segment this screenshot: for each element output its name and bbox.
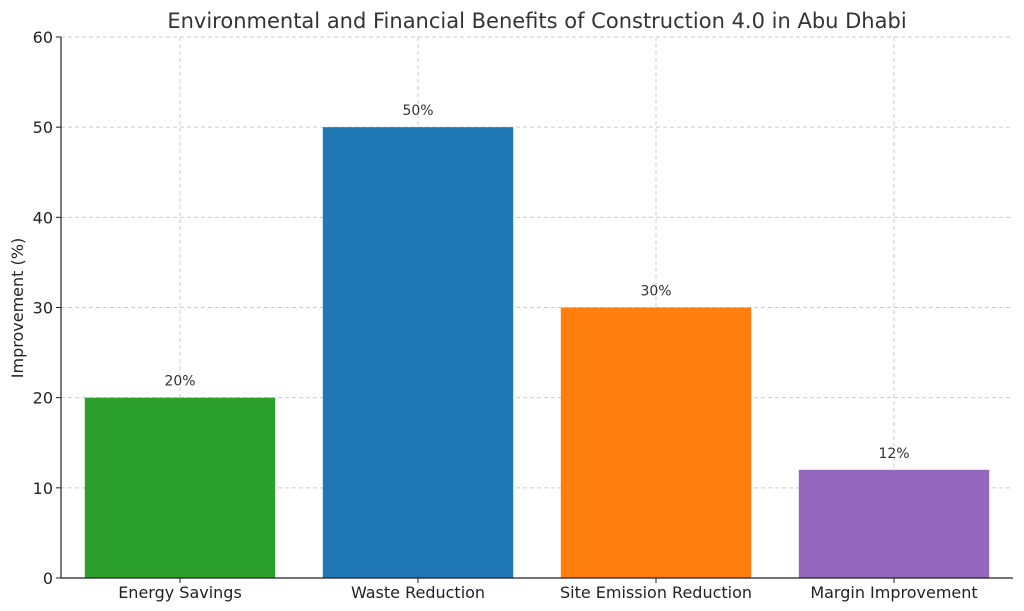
x-tick-label: Site Emission Reduction	[560, 583, 752, 602]
x-axis-ticks: Energy Savings Waste Reduction Site Emissi…	[118, 578, 978, 602]
y-tick-label: 0	[43, 569, 53, 588]
y-axis-ticks: 0 10 20 30 40 50 60	[33, 28, 61, 588]
y-axis-label: Improvement (%)	[8, 238, 27, 378]
x-tick-label: Energy Savings	[118, 583, 242, 602]
x-tick-label: Waste Reduction	[351, 583, 485, 602]
y-tick-label: 10	[33, 479, 53, 498]
bar-margin-improvement	[798, 469, 990, 578]
data-label: 12%	[878, 446, 909, 462]
bar-site-emission-reduction	[560, 307, 752, 578]
y-tick-label: 40	[33, 208, 53, 227]
chart-title: Environmental and Financial Benefits of …	[167, 9, 906, 33]
y-tick-label: 50	[33, 118, 53, 137]
bar-waste-reduction	[322, 127, 514, 579]
data-label: 50%	[402, 103, 433, 119]
y-tick-label: 30	[33, 299, 53, 318]
data-label: 20%	[164, 374, 195, 390]
data-label: 30%	[640, 284, 671, 300]
y-tick-label: 20	[33, 389, 53, 408]
bars	[84, 127, 990, 579]
x-tick-label: Margin Improvement	[810, 583, 977, 602]
data-labels: 20% 50% 30% 12%	[164, 103, 909, 462]
y-tick-label: 60	[33, 28, 53, 47]
bar-energy-savings	[84, 397, 276, 578]
